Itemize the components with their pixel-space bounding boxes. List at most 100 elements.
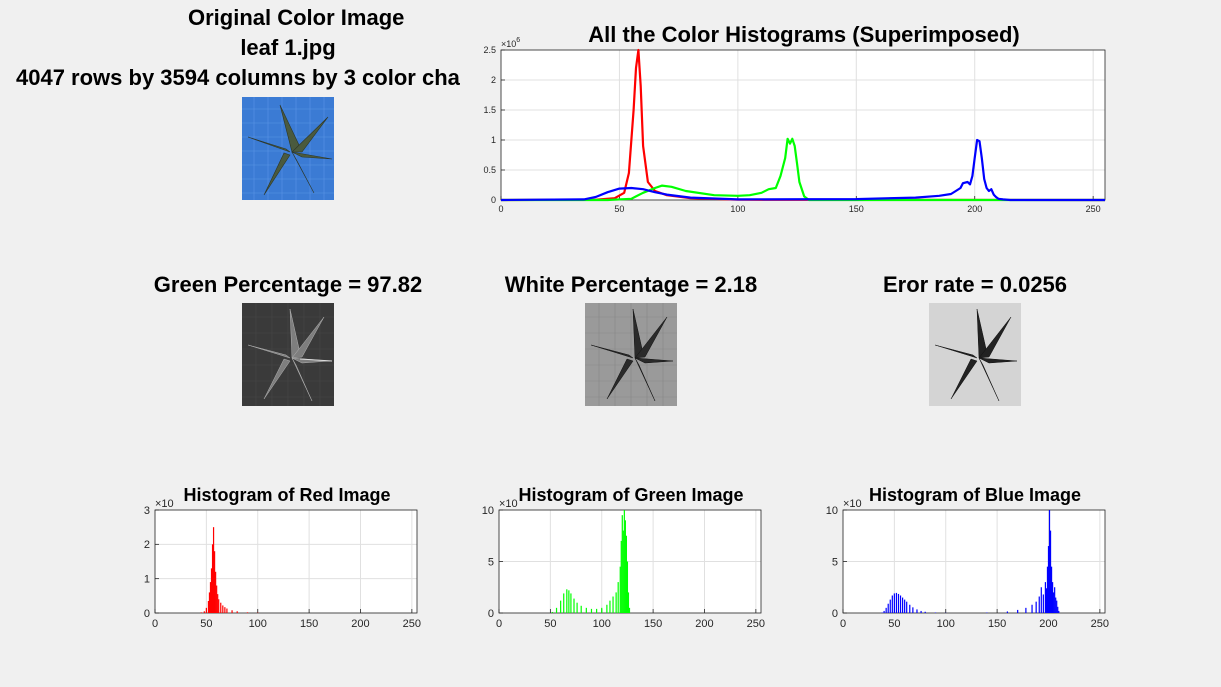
blue-histogram-bar xyxy=(904,599,906,613)
superimposed-plot-background xyxy=(501,50,1105,200)
superimposed-ytick-label: 1.5 xyxy=(483,105,496,115)
blue-histogram-bar xyxy=(1044,582,1047,613)
superimposed-exponent-label: ×106 xyxy=(501,37,520,49)
blue-histogram-ytick-label: 10 xyxy=(826,505,838,517)
blue-histogram-bar xyxy=(1031,604,1033,613)
blue-histogram-bar xyxy=(1052,582,1054,613)
green-histogram-bar xyxy=(585,607,587,613)
blue-histogram-bar xyxy=(1006,611,1008,613)
red-histogram-plot-area: 0 50 100 150 200 250 0 1 2 3 ×10 xyxy=(144,498,421,630)
green-histogram-bar xyxy=(619,566,621,613)
blue-histogram-bar xyxy=(1047,546,1050,613)
superimposed-ytick-label: 0.5 xyxy=(483,165,496,175)
error-rate-title: Eror rate = 0.0256 xyxy=(882,272,1068,297)
blue-histogram-xtick-label: 0 xyxy=(840,618,846,630)
blue-histogram-ytick-label: 0 xyxy=(832,608,838,620)
green-histogram-bar xyxy=(560,600,562,613)
superimposed-title: All the Color Histograms (Superimposed) xyxy=(588,22,1020,47)
blue-histogram-bar xyxy=(1046,566,1049,613)
green-histogram-exponent-label: ×10 xyxy=(499,498,518,510)
blue-histogram-bar xyxy=(895,592,898,613)
green-histogram-xtick-label: 150 xyxy=(644,618,662,630)
red-histogram-xtick-label: 100 xyxy=(249,618,267,630)
green-histogram-bar xyxy=(606,604,608,613)
blue-histogram-bar xyxy=(883,610,885,613)
red-histogram-bar xyxy=(210,568,213,613)
original-title-line3: 4047 rows by 3594 columns by 3 color cha xyxy=(16,65,460,90)
red-histogram-ytick-label: 1 xyxy=(144,574,150,586)
green-histogram-bar xyxy=(621,515,623,613)
blue-histogram-bar xyxy=(934,612,937,613)
green-histogram-bar xyxy=(551,611,554,613)
chart-red-histogram: Histogram of Red Image 0 50 100 150 200 250 0 1… xyxy=(144,485,421,630)
red-histogram-xtick-label: 0 xyxy=(152,618,158,630)
red-histogram-bar xyxy=(216,585,218,613)
green-histogram-bar xyxy=(627,592,630,613)
red-histogram-bar xyxy=(220,602,222,613)
blue-histogram-bar xyxy=(1040,587,1042,613)
green-histogram-ytick-label: 10 xyxy=(482,505,494,517)
blue-histogram-xtick-label: 100 xyxy=(937,618,955,630)
red-histogram-ytick-label: 3 xyxy=(144,505,150,517)
red-histogram-bar xyxy=(209,582,212,613)
red-histogram-bar xyxy=(207,600,210,613)
blue-histogram-ytick-label: 5 xyxy=(832,556,838,568)
original-title-line2: leaf 1.jpg xyxy=(240,35,336,60)
blue-histogram-bar xyxy=(912,607,914,613)
red-histogram-bar xyxy=(208,592,211,613)
green-histogram-bar xyxy=(576,602,578,613)
red-histogram-bar xyxy=(231,610,233,613)
blue-histogram-bar xyxy=(893,593,895,613)
original-leaf-image xyxy=(242,97,334,200)
blue-histogram-bar xyxy=(899,595,902,613)
blue-histogram-bar xyxy=(1035,601,1037,613)
blue-histogram-bar xyxy=(1050,566,1053,613)
blue-histogram-bar xyxy=(1058,610,1060,613)
blue-histogram-bar xyxy=(1054,587,1056,613)
superimposed-xtick-label: 200 xyxy=(967,204,982,214)
blue-histogram-bar xyxy=(885,607,887,613)
blue-histogram-plot-area: 0 50 100 150 200 250 0 5 10 ×10 xyxy=(826,498,1109,630)
superimposed-plot-area: 0 50 100 150 200 250 0 0.5 1 1.5 2 2.5 ×106 xyxy=(483,37,1106,214)
red-histogram-axes-frame xyxy=(154,509,418,614)
red-histogram-xtick-label: 50 xyxy=(200,618,212,630)
blue-histogram-bar xyxy=(901,597,904,613)
red-histogram-plot-background xyxy=(155,510,417,613)
red-histogram-ytick-label: 2 xyxy=(144,539,150,551)
green-histogram-ytick-label: 5 xyxy=(488,556,494,568)
white-mask-image xyxy=(585,303,677,406)
blue-histogram-bar xyxy=(1055,597,1057,613)
blue-histogram-xtick-label: 50 xyxy=(888,618,900,630)
green-percentage-title: Green Percentage = 97.82 xyxy=(153,272,423,297)
superimposed-exponent-power: 6 xyxy=(516,37,520,44)
green-histogram-bar xyxy=(615,592,617,613)
superimposed-ytick-label: 0 xyxy=(491,195,496,205)
red-histogram-bar xyxy=(211,544,214,613)
superimposed-xtick-label: 0 xyxy=(498,204,503,214)
error-rate-image xyxy=(929,303,1021,406)
red-histogram-bar xyxy=(224,607,226,613)
green-histogram-bar xyxy=(626,561,629,613)
green-histogram-bar xyxy=(570,593,572,613)
red-histogram-ytick-label: 0 xyxy=(144,608,150,620)
red-histogram-bar xyxy=(222,605,224,613)
blue-histogram-bar xyxy=(1045,588,1048,613)
red-histogram-bar xyxy=(215,571,217,613)
blue-histogram-bar xyxy=(1038,596,1040,613)
red-histogram-title: Histogram of Red Image xyxy=(183,485,390,505)
blue-histogram-bar xyxy=(1049,530,1052,613)
green-histogram-xtick-label: 50 xyxy=(544,618,556,630)
white-percentage-title: White Percentage = 2.18 xyxy=(504,272,758,297)
blue-histogram-bar xyxy=(906,601,908,613)
green-histogram-bar xyxy=(625,535,628,613)
green-histogram-plot-area: 0 50 100 150 200 250 0 5 10 ×10 xyxy=(482,498,765,630)
green-histogram-bar xyxy=(580,605,582,613)
blue-histogram-exponent-label: ×10 xyxy=(843,498,862,510)
red-histogram-xtick-label: 250 xyxy=(403,618,421,630)
blue-histogram-title: Histogram of Blue Image xyxy=(869,485,1081,505)
green-histogram-bar xyxy=(573,598,575,613)
blue-histogram-bar xyxy=(1053,592,1055,613)
blue-histogram-bar xyxy=(891,595,893,613)
blue-histogram-bar xyxy=(924,611,926,613)
green-histogram-xtick-label: 100 xyxy=(593,618,611,630)
